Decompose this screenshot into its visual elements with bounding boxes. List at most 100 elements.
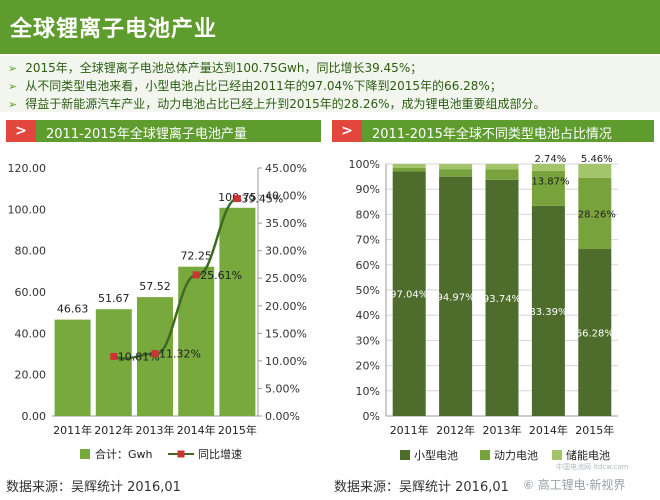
growth-data-label: 25.61% (200, 269, 242, 282)
y-tick-label: 90% (356, 183, 380, 196)
segment-label-storage: 5.46% (581, 154, 613, 165)
y-tick-label: 20% (356, 360, 380, 373)
segment-label-small: 93.74% (483, 294, 521, 305)
stacked-segment (439, 164, 473, 170)
bullet-item: ➢ 得益于新能源汽车产业，动力电池占比已经上升到2015年的28.26%，成为锂电… (8, 95, 546, 112)
y-tick-label: 30% (356, 334, 380, 347)
growth-data-label: 10.81% (118, 350, 160, 363)
x-tick-label: 2015年 (218, 423, 257, 437)
legend-label-line: 同比增速 (198, 447, 242, 461)
y-tick-label: 100% (349, 158, 380, 171)
bullet-text: 从不同类型电池来看，小型电池占比已经由2011年的97.04%下降到2015年的… (25, 79, 502, 93)
stacked-segment (485, 179, 519, 416)
page-title: 全球锂离子电池产业 (10, 17, 218, 42)
bullet-text: 得益于新能源汽车产业，动力电池占比已经上升到2015年的28.26%，成为锂电池… (25, 97, 546, 111)
y2-tick-label: 0.00% (265, 410, 300, 423)
legend-swatch (480, 450, 490, 460)
y2-tick-label: 25.00% (265, 272, 307, 285)
legend-swatch (552, 450, 562, 460)
legend-label: 小型电池 (414, 448, 458, 462)
y-tick-label: 0% (363, 410, 380, 423)
y-tick-label: 80% (356, 208, 380, 221)
growth-marker (110, 352, 118, 360)
y-tick-label: 20.00 (15, 369, 47, 382)
y-tick-label: 60.00 (15, 286, 47, 299)
x-tick-label: 2014年 (177, 423, 216, 437)
stacked-segment (485, 164, 519, 170)
segment-label-small: 94.97% (437, 292, 475, 303)
segment-label-storage: 2.74% (535, 154, 567, 165)
stacked-segment (439, 169, 473, 177)
bullet-marker-icon: ➢ (8, 98, 18, 111)
x-tick-label: 2012年 (94, 423, 133, 437)
bullet-list: ➢ 2015年，全球锂离子电池总体产量达到100.75Gwh，同比增长39.45%… (0, 56, 660, 112)
bar-total (54, 319, 91, 416)
y2-tick-label: 20.00% (265, 300, 307, 313)
x-tick-label: 2011年 (390, 423, 429, 437)
bullet-text: 2015年，全球锂离子电池总体产量达到100.75Gwh，同比增长39.45%； (25, 61, 423, 75)
left-panel-header: > 2011-2015年全球锂离子电池产量 (6, 120, 321, 142)
y-tick-label: 50% (356, 284, 380, 297)
growth-marker (233, 195, 241, 203)
bar-data-label: 57.52 (139, 280, 171, 293)
bullet-marker-icon: ➢ (8, 80, 18, 93)
x-tick-label: 2011年 (53, 423, 92, 437)
y-tick-label: 40% (356, 309, 380, 322)
bullet-marker-icon: ➢ (8, 62, 18, 75)
x-tick-label: 2012年 (436, 423, 475, 437)
growth-marker (151, 350, 159, 358)
legend-swatch (400, 450, 410, 460)
stacked-segment (392, 171, 426, 416)
stacked-segment (578, 164, 612, 178)
stacked-segment (392, 167, 426, 172)
segment-label-small: 97.04% (390, 290, 428, 301)
bar-data-label: 72.25 (180, 250, 212, 263)
legend-label: 动力电池 (494, 449, 538, 462)
y2-tick-label: 30.00% (265, 245, 307, 258)
y2-tick-label: 45.00% (265, 162, 307, 175)
x-tick-label: 2014年 (529, 423, 568, 437)
arrow-icon: > (332, 120, 362, 142)
y-tick-label: 10% (356, 385, 380, 398)
bullet-item: ➢ 2015年，全球锂离子电池总体产量达到100.75Gwh，同比增长39.45%… (8, 59, 422, 76)
stacked-segment (578, 177, 612, 249)
x-tick-label: 2013年 (483, 423, 522, 437)
x-tick-label: 2015年 (575, 423, 614, 437)
title-bar: 全球锂离子电池产业 (0, 0, 660, 54)
y2-tick-label: 40.00% (265, 190, 307, 203)
y-tick-label: 40.00 (15, 327, 47, 340)
arrow-icon: > (6, 120, 36, 142)
stacked-segment (578, 248, 612, 416)
x-tick-label: 2013年 (136, 423, 175, 437)
stacked-segment (485, 169, 519, 180)
legend-label: 储能电池 (566, 448, 610, 462)
bullet-item: ➢ 从不同类型电池来看，小型电池占比已经由2011年的97.04%下降到2015年… (8, 77, 502, 94)
y2-tick-label: 15.00% (265, 327, 307, 340)
y-tick-label: 100.00 (8, 203, 47, 216)
watermark: ⑥ 高工锂电·新视界 (523, 478, 626, 492)
y-tick-label: 60% (356, 259, 380, 272)
segment-label-small: 66.28% (576, 328, 614, 339)
right-chart: 0% 10% 20% 30% 40% 50% 60% 70% 80% 90% 100% 97.04% 2… (349, 154, 618, 462)
growth-line (113, 197, 238, 360)
bar-total (95, 309, 132, 416)
legend-swatch-bar (80, 449, 90, 459)
source-note-right: 数据来源：吴辉统计 2016,01 (334, 480, 509, 495)
y2-tick-label: 10.00% (265, 355, 307, 368)
bar-total (219, 207, 256, 416)
right-chart-title: 2011-2015年全球不同类型电池占比情况 (372, 127, 612, 142)
y-tick-label: 70% (356, 234, 380, 247)
bar-data-label: 51.67 (98, 292, 130, 305)
watermark-small: 中国电池网 itdcw.com (556, 463, 629, 471)
legend-marker (177, 450, 185, 458)
y-tick-label: 80.00 (15, 245, 47, 258)
segment-label-small: 83.39% (529, 307, 567, 318)
stacked-segment (531, 170, 565, 206)
segment-label-power: 28.26% (578, 209, 616, 220)
growth-marker (192, 271, 200, 279)
stacked-segment (439, 176, 473, 416)
legend-label-bar: 合计：Gwh (95, 447, 153, 461)
stacked-segment (531, 205, 565, 416)
y2-tick-label: 5.00% (265, 382, 300, 395)
left-chart-title: 2011-2015年全球锂离子电池产量 (46, 127, 247, 142)
